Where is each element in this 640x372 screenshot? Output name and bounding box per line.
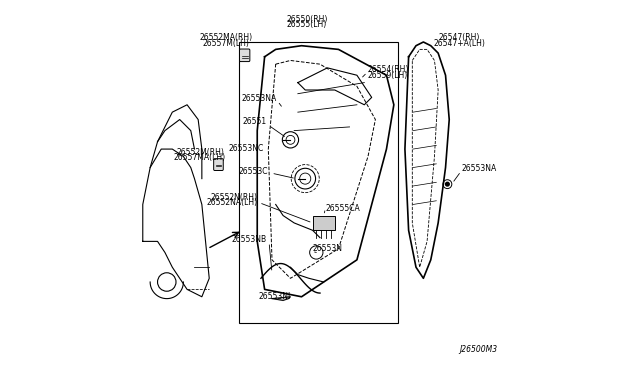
Text: 26547+A(LH): 26547+A(LH) [434, 39, 486, 48]
Text: J26500M3: J26500M3 [459, 345, 497, 354]
Text: 26552MA(RH): 26552MA(RH) [199, 33, 252, 42]
Text: 26555CA: 26555CA [326, 204, 360, 213]
Text: 26553C: 26553C [239, 167, 268, 176]
Text: 26552M(RH): 26552M(RH) [176, 148, 224, 157]
Text: 26553NI: 26553NI [258, 292, 291, 301]
Text: 26553N: 26553N [312, 244, 342, 253]
Text: 26552NA(LH): 26552NA(LH) [206, 198, 257, 207]
Bar [239, 42, 397, 323]
Text: 26547(RH): 26547(RH) [439, 33, 480, 42]
Text: 26554(RH): 26554(RH) [367, 65, 408, 74]
Text: 26551: 26551 [243, 117, 266, 126]
Text: 26557MA(LH): 26557MA(LH) [174, 153, 226, 162]
Text: 26550(RH): 26550(RH) [286, 15, 328, 24]
FancyBboxPatch shape [239, 49, 250, 62]
Text: 26553NC: 26553NC [228, 144, 264, 153]
Text: 26553NB: 26553NB [231, 235, 266, 244]
Text: 26552N(RH): 26552N(RH) [210, 193, 257, 202]
Text: 26553NA: 26553NA [241, 94, 276, 103]
FancyBboxPatch shape [214, 159, 223, 170]
Bar [312, 215, 335, 230]
Text: 26553NA: 26553NA [461, 164, 496, 173]
Circle shape [445, 182, 449, 186]
Polygon shape [272, 297, 291, 301]
Text: 26555(LH): 26555(LH) [287, 20, 327, 29]
Text: 26557M(LH): 26557M(LH) [202, 39, 250, 48]
Text: 26559(LH): 26559(LH) [367, 71, 408, 80]
